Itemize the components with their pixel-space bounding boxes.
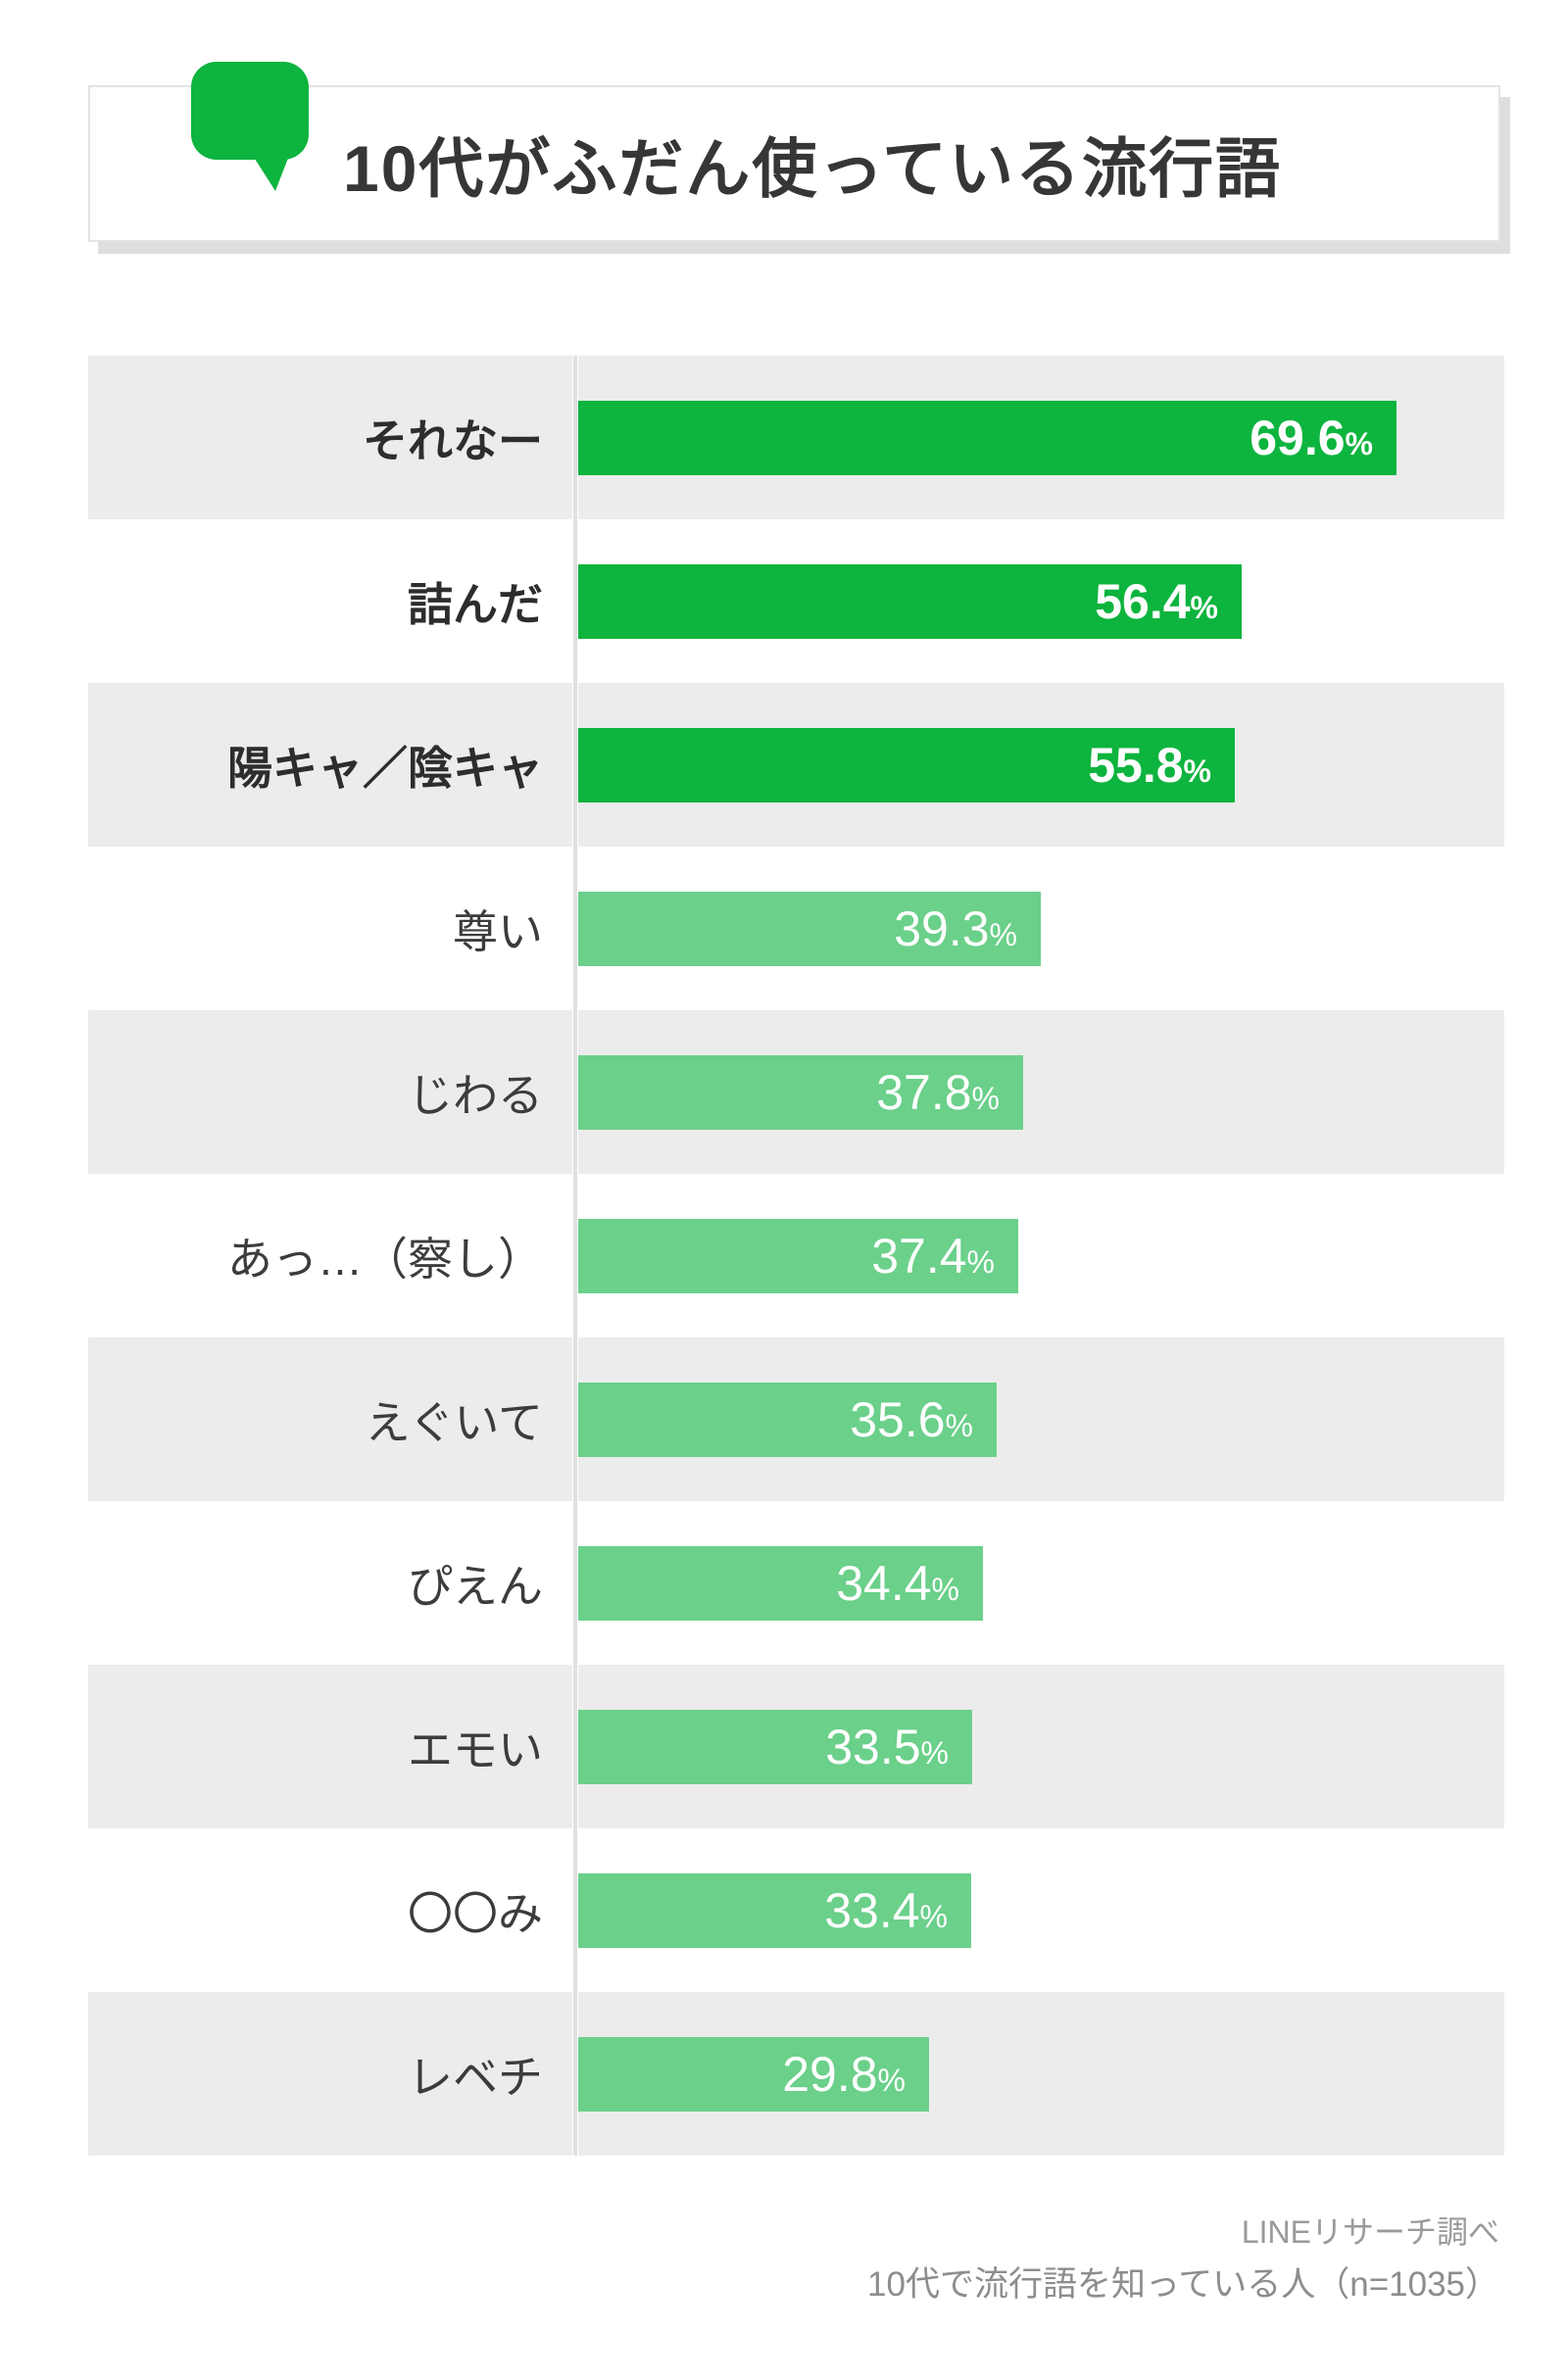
- value-number: 33.5: [825, 1719, 921, 1774]
- value-bar: 33.5%: [578, 1709, 972, 1784]
- category-label: レベチ: [88, 1992, 572, 2156]
- chart-row: ぴえん 34.4%: [88, 1501, 1504, 1665]
- value-label: 37.4%: [871, 1232, 1018, 1281]
- value-label: 35.6%: [850, 1395, 997, 1444]
- value-unit: %: [1190, 589, 1218, 625]
- value-label: 56.4%: [1095, 577, 1242, 626]
- value-unit: %: [1345, 425, 1373, 461]
- value-number: 56.4: [1095, 573, 1191, 629]
- value-label: 33.4%: [824, 1886, 971, 1935]
- value-number: 55.8: [1088, 737, 1184, 793]
- value-bar: 37.8%: [578, 1054, 1023, 1130]
- category-label: あっ…（察し）: [227, 1233, 543, 1285]
- value-unit: %: [877, 2062, 906, 2098]
- value-bar: 33.4%: [578, 1872, 971, 1948]
- category-label: エモい: [88, 1665, 572, 1828]
- category-label: 詰んだ: [408, 578, 543, 630]
- bar-zone: 33.5%: [578, 1665, 1504, 1828]
- chart-row: 〇〇み 33.4%: [88, 1828, 1504, 1992]
- value-unit: %: [966, 1243, 995, 1280]
- category-label: それなー: [88, 356, 572, 519]
- value-unit: %: [989, 916, 1017, 952]
- bar-zone: 37.4%: [578, 1174, 1504, 1337]
- chart-rows: それなー 69.6% 詰んだ 56.4% 陽キャ／陰キャ 55: [88, 356, 1504, 2156]
- chart-row: レベチ 29.8%: [88, 1992, 1504, 2156]
- value-unit: %: [919, 1898, 948, 1934]
- value-bar: 55.8%: [578, 727, 1235, 802]
- value-number: 34.4: [836, 1555, 932, 1611]
- value-label: 37.8%: [876, 1068, 1023, 1117]
- bar-zone: 29.8%: [578, 1992, 1504, 2156]
- category-label: 尊い: [453, 905, 543, 957]
- value-bar: 35.6%: [578, 1382, 997, 1457]
- value-label: 55.8%: [1088, 741, 1235, 790]
- bar-zone: 33.4%: [578, 1828, 1504, 1992]
- value-number: 39.3: [894, 900, 990, 956]
- bar-zone: 39.3%: [578, 847, 1504, 1010]
- category-label: じわる: [88, 1010, 572, 1174]
- title-banner: 10代がふだん使っている流行語: [88, 62, 1500, 242]
- bar-chart: それなー 69.6% 詰んだ 56.4% 陽キャ／陰キャ 55: [88, 356, 1504, 2156]
- value-number: 33.4: [824, 1882, 920, 1938]
- axis-line: [573, 356, 577, 2156]
- chart-row: えぐいて 35.6%: [88, 1337, 1504, 1501]
- category-label: 陽キャ／陰キャ: [88, 683, 572, 847]
- value-bar: 37.4%: [578, 1218, 1018, 1293]
- value-label: 69.6%: [1250, 413, 1396, 462]
- value-label: 39.3%: [894, 904, 1041, 953]
- category-label: 〇〇み: [408, 1887, 543, 1939]
- value-unit: %: [971, 1080, 1000, 1116]
- value-label: 34.4%: [836, 1559, 983, 1608]
- bar-zone: 34.4%: [578, 1501, 1504, 1665]
- value-unit: %: [1183, 753, 1211, 789]
- category-label: えぐいて: [88, 1337, 572, 1501]
- value-number: 35.6: [850, 1391, 946, 1447]
- value-unit: %: [920, 1734, 949, 1771]
- source-note: LINEリサーチ調べ 10代で流行語を知っている人（n=1035）: [867, 2216, 1499, 2302]
- value-number: 37.8: [876, 1064, 972, 1120]
- value-bar: 29.8%: [578, 2036, 929, 2112]
- source-credit: LINEリサーチ調べ: [1241, 2214, 1499, 2250]
- value-label: 29.8%: [782, 2050, 929, 2099]
- bar-zone: 35.6%: [578, 1337, 1504, 1501]
- chart-row: あっ…（察し） 37.4%: [88, 1174, 1504, 1337]
- category-label: ぴえん: [408, 1560, 543, 1612]
- value-bar: 69.6%: [578, 400, 1396, 475]
- value-number: 29.8: [782, 2046, 878, 2102]
- value-bar: 56.4%: [578, 563, 1242, 639]
- chart-row: エモい 33.5%: [88, 1665, 1504, 1828]
- chart-row: じわる 37.8%: [88, 1010, 1504, 1174]
- sample-size-note: 10代で流行語を知っている人（n=1035）: [867, 2265, 1499, 2304]
- value-bar: 34.4%: [578, 1545, 983, 1621]
- page-title: 10代がふだん使っている流行語: [343, 132, 1283, 205]
- chart-row: それなー 69.6%: [88, 356, 1504, 519]
- value-bar: 39.3%: [578, 891, 1041, 966]
- speech-bubble-icon: [191, 62, 309, 191]
- bar-zone: 37.8%: [578, 1010, 1504, 1174]
- chart-row: 詰んだ 56.4%: [88, 519, 1504, 683]
- chart-row: 陽キャ／陰キャ 55.8%: [88, 683, 1504, 847]
- chart-row: 尊い 39.3%: [88, 847, 1504, 1010]
- value-unit: %: [945, 1407, 973, 1443]
- bar-zone: 69.6%: [578, 356, 1504, 519]
- value-number: 69.6: [1250, 410, 1346, 465]
- value-number: 37.4: [871, 1228, 967, 1284]
- value-label: 33.5%: [825, 1723, 972, 1772]
- value-unit: %: [931, 1571, 959, 1607]
- bar-zone: 55.8%: [578, 683, 1504, 847]
- bar-zone: 56.4%: [578, 519, 1504, 683]
